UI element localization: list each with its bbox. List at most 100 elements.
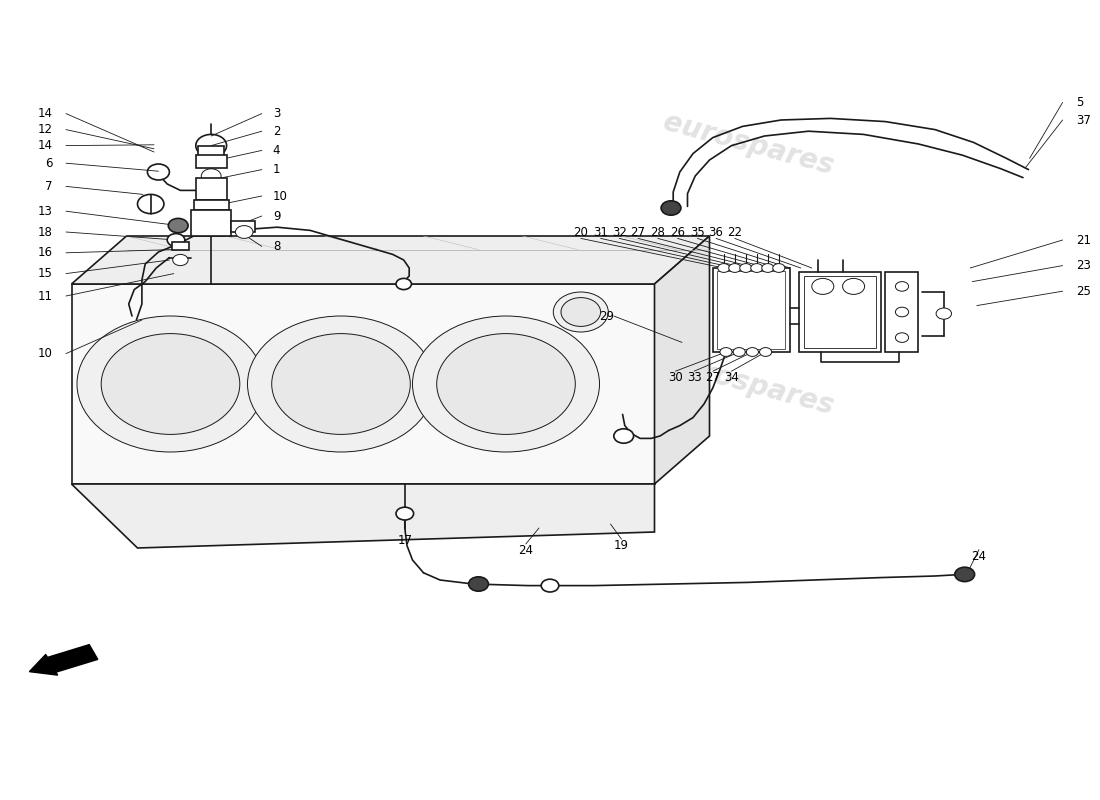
Bar [231,221,255,232]
Circle shape [561,298,601,326]
Circle shape [235,226,253,238]
Bar [191,210,231,236]
Circle shape [843,278,865,294]
Circle shape [761,263,773,272]
Circle shape [77,316,264,452]
Circle shape [101,334,240,434]
Circle shape [614,429,634,443]
Text: 10: 10 [273,190,288,202]
Circle shape [747,347,759,356]
Bar [196,155,227,168]
Circle shape [739,263,752,272]
Circle shape [272,334,410,434]
Text: 28: 28 [650,226,666,238]
Polygon shape [654,236,710,484]
Circle shape [759,347,771,356]
Text: 29: 29 [600,310,615,322]
Circle shape [167,234,185,246]
Text: 27: 27 [630,226,646,238]
Bar [196,178,227,200]
Text: 14: 14 [37,139,53,152]
Text: 33: 33 [686,371,702,384]
Text: 23: 23 [1076,259,1091,272]
Text: 3: 3 [273,107,280,120]
Circle shape [772,263,784,272]
Circle shape [720,347,733,356]
Circle shape [895,307,909,317]
Text: 8: 8 [273,240,280,253]
Bar [717,271,785,349]
Text: 22: 22 [727,226,742,238]
Text: 15: 15 [37,267,53,280]
Circle shape [895,282,909,291]
Circle shape [196,134,227,157]
Text: 13: 13 [37,205,53,218]
Circle shape [437,334,575,434]
Circle shape [412,316,600,452]
Text: 24: 24 [971,550,987,562]
Text: 11: 11 [37,290,53,302]
Bar [886,272,918,352]
Bar [799,272,881,352]
Text: 32: 32 [612,226,627,238]
Text: eurospares: eurospares [242,284,418,356]
Circle shape [553,292,608,332]
Bar [194,200,229,210]
Circle shape [955,567,975,582]
Circle shape [750,263,762,272]
Circle shape [729,263,741,272]
Text: 16: 16 [37,246,53,259]
Polygon shape [72,236,710,284]
Circle shape [138,194,164,214]
Text: 30: 30 [668,371,683,384]
Circle shape [717,263,730,272]
Circle shape [541,579,559,592]
Circle shape [895,333,909,342]
Circle shape [173,254,188,266]
Text: 17: 17 [397,534,412,546]
Text: eurospares: eurospares [660,348,836,420]
Bar [198,146,224,156]
Circle shape [812,278,834,294]
Text: 14: 14 [37,107,53,120]
Circle shape [936,308,952,319]
Text: 19: 19 [614,539,629,552]
Circle shape [396,278,411,290]
Text: 2: 2 [273,125,280,138]
Text: 36: 36 [708,226,724,238]
FancyArrow shape [30,645,98,675]
Circle shape [469,577,488,591]
Text: 4: 4 [273,144,280,157]
Text: 34: 34 [724,371,739,384]
Bar [172,242,189,250]
Text: 5: 5 [1076,96,1084,109]
Text: 6: 6 [45,157,53,170]
Text: 21: 21 [1076,234,1091,246]
Bar [804,276,876,348]
Circle shape [734,347,746,356]
Circle shape [661,201,681,215]
Text: 12: 12 [37,123,53,136]
Text: 7: 7 [45,180,53,193]
Polygon shape [72,284,654,484]
Bar [713,268,790,352]
Text: 9: 9 [273,210,280,222]
Text: 20: 20 [573,226,588,238]
Text: 26: 26 [670,226,685,238]
Text: 25: 25 [1076,285,1091,298]
Text: 37: 37 [1076,114,1091,126]
Text: 18: 18 [37,226,53,238]
Text: eurospares: eurospares [660,108,836,180]
Circle shape [168,218,188,233]
Text: 35: 35 [690,226,705,238]
Circle shape [147,164,169,180]
Text: 10: 10 [37,347,53,360]
Text: 31: 31 [593,226,608,238]
Circle shape [201,169,221,183]
Text: 24: 24 [518,544,534,557]
Text: 27: 27 [705,371,720,384]
Text: 1: 1 [273,163,280,176]
Circle shape [248,316,434,452]
Circle shape [396,507,414,520]
Polygon shape [72,484,654,548]
